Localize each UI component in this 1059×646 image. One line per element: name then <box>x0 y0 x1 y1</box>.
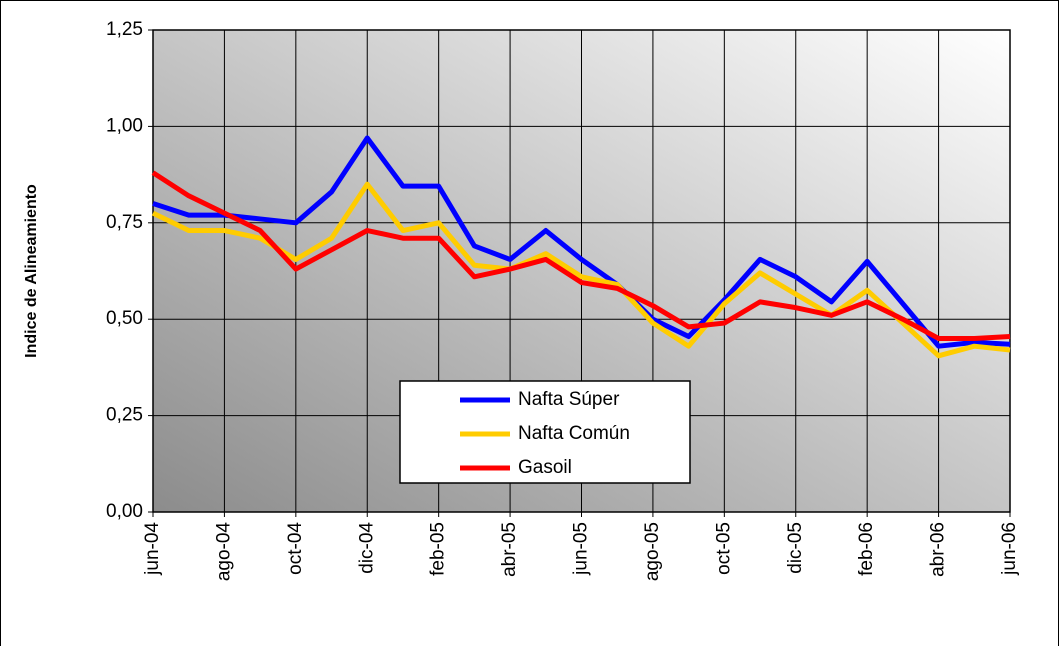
y-tick-label: 1,25 <box>106 19 143 40</box>
x-tick-label: ago-05 <box>642 522 663 581</box>
x-tick-label: feb-05 <box>428 522 449 576</box>
x-tick-label: jun-06 <box>999 522 1020 576</box>
y-tick-label: 0,00 <box>106 501 143 522</box>
x-tick-label: ago-04 <box>213 522 234 582</box>
x-tick-label: jun-05 <box>571 522 592 576</box>
series-line <box>152 135 1011 349</box>
x-tick-label: dic-05 <box>785 522 806 574</box>
legend-label: Nafta Súper <box>518 389 620 410</box>
x-tick-label: oct-04 <box>285 522 306 575</box>
x-tick-label: jun-04 <box>142 522 163 576</box>
legend-label: Nafta Común <box>518 423 630 444</box>
y-tick-label: 0,50 <box>106 308 143 329</box>
x-tick-label: dic-04 <box>356 522 377 574</box>
x-tick-label: feb-06 <box>856 522 877 576</box>
x-tick-label: abr-05 <box>499 522 520 577</box>
series-line <box>151 181 1011 359</box>
legend <box>399 380 691 484</box>
plot-border <box>152 29 1011 513</box>
y-axis-label: Indice de Alineamiento <box>23 184 40 358</box>
y-tick-label: 1,00 <box>106 115 143 136</box>
y-tick-label: 0,75 <box>106 212 143 233</box>
x-tick-label: abr-06 <box>928 522 949 577</box>
series-line <box>151 170 1011 341</box>
x-tick-label: oct-05 <box>713 522 734 575</box>
y-tick-label: 0,25 <box>106 405 143 426</box>
legend-label: Gasoil <box>518 457 572 478</box>
